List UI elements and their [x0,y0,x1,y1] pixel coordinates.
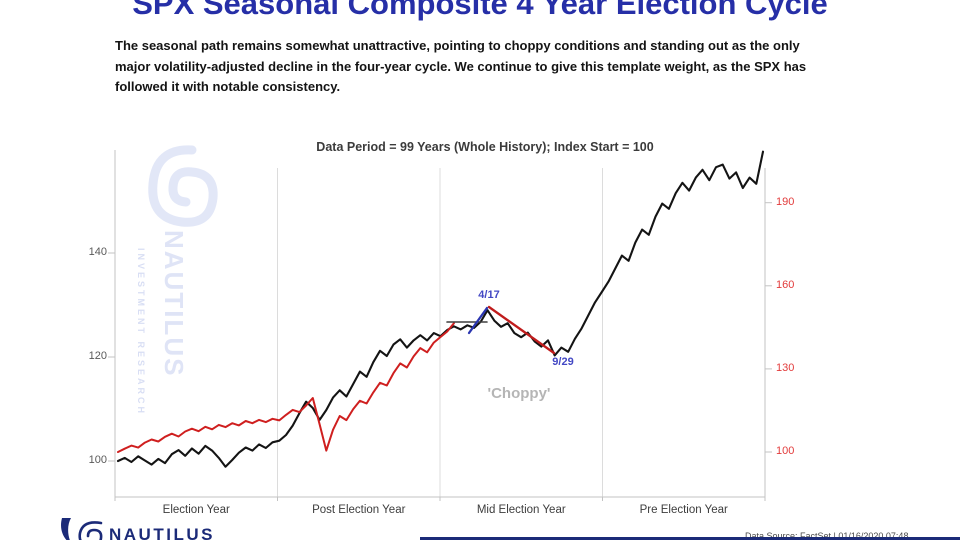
right-axis-tick-label: 160 [776,278,795,291]
x-category-label: Mid Election Year [476,504,566,516]
footer-brand-text: NAUTILUS [109,525,215,540]
series-spx-actual-right-axis [117,322,455,453]
left-axis-tick-label: 100 [88,454,107,466]
left-axis-tick-label: 120 [88,350,107,362]
annotation-peak-date: 4/17 [478,289,500,301]
summary-line-2: major volatility-adjusted decline in the… [115,58,807,74]
footer-source-text: Data Source: FactSet | 01/16/2020 07:48 [745,531,909,540]
x-category-label: Pre Election Year [639,504,728,516]
right-axis-tick-label: 100 [776,445,795,457]
left-axis-tick-label: 140 [88,246,107,258]
annotation-trough-date: 9/29 [552,356,574,368]
annotation-choppy: 'Choppy' [487,385,551,402]
right-axis-tick-label: 190 [776,195,795,208]
annotation-downtrend-line [487,305,556,355]
page-title: SPX Seasonal Composite 4 Year Election C… [132,0,828,21]
nautilus-footer-logo: NAUTILUS [61,518,215,540]
summary-text: The seasonal path remains somewhat unatt… [115,36,915,98]
footer-rule [420,537,960,540]
sail-icon [61,518,71,540]
x-category-label: Post Election Year [312,504,406,516]
x-category-label: Election Year [162,504,230,516]
right-axis-tick-label: 130 [776,361,795,374]
summary-line-3: followed it with notable consistency. [115,79,341,94]
summary-line-1: The seasonal path remains somewhat unatt… [115,38,800,53]
spiral-icon [78,521,103,540]
chart-title: Data Period = 99 Years (Whole History); … [316,140,654,154]
annotation-uptrend-line [467,306,489,335]
